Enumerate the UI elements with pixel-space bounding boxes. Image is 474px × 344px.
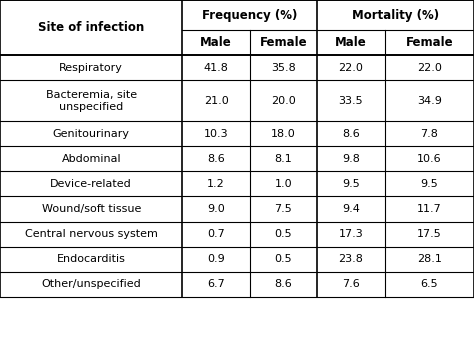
Text: 17.3: 17.3 <box>338 229 363 239</box>
Text: Bacteremia, site
unspecified: Bacteremia, site unspecified <box>46 90 137 111</box>
Text: 17.5: 17.5 <box>417 229 442 239</box>
Text: 33.5: 33.5 <box>338 96 363 106</box>
Text: 0.9: 0.9 <box>207 254 225 264</box>
Text: 8.6: 8.6 <box>207 154 225 164</box>
Text: 18.0: 18.0 <box>271 129 296 139</box>
Text: Respiratory: Respiratory <box>59 63 123 73</box>
Text: 0.5: 0.5 <box>274 254 292 264</box>
Text: Male: Male <box>335 36 366 49</box>
Text: 7.5: 7.5 <box>274 204 292 214</box>
Text: 9.5: 9.5 <box>420 179 438 189</box>
Text: Other/unspecified: Other/unspecified <box>41 279 141 289</box>
Text: Female: Female <box>259 36 307 49</box>
Text: 9.5: 9.5 <box>342 179 360 189</box>
Text: Wound/soft tissue: Wound/soft tissue <box>42 204 141 214</box>
Text: 22.0: 22.0 <box>338 63 363 73</box>
Text: 9.0: 9.0 <box>207 204 225 214</box>
Text: Mortality (%): Mortality (%) <box>352 9 439 22</box>
Text: 7.6: 7.6 <box>342 279 360 289</box>
Text: 8.1: 8.1 <box>274 154 292 164</box>
Text: 6.5: 6.5 <box>420 279 438 289</box>
Text: 0.7: 0.7 <box>207 229 225 239</box>
Text: 7.8: 7.8 <box>420 129 438 139</box>
Text: Central nervous system: Central nervous system <box>25 229 158 239</box>
Text: 21.0: 21.0 <box>204 96 228 106</box>
Text: 1.0: 1.0 <box>274 179 292 189</box>
Text: 10.3: 10.3 <box>204 129 228 139</box>
Text: Site of infection: Site of infection <box>38 21 145 34</box>
Text: 34.9: 34.9 <box>417 96 442 106</box>
Text: 22.0: 22.0 <box>417 63 442 73</box>
Text: Female: Female <box>406 36 453 49</box>
Text: Male: Male <box>201 36 232 49</box>
Text: Frequency (%): Frequency (%) <box>202 9 297 22</box>
Text: 10.6: 10.6 <box>417 154 442 164</box>
Text: Abdominal: Abdominal <box>62 154 121 164</box>
Text: 6.7: 6.7 <box>207 279 225 289</box>
Text: 9.8: 9.8 <box>342 154 360 164</box>
Text: 0.5: 0.5 <box>274 229 292 239</box>
Text: 8.6: 8.6 <box>274 279 292 289</box>
Text: 41.8: 41.8 <box>204 63 228 73</box>
Text: 35.8: 35.8 <box>271 63 296 73</box>
Text: 23.8: 23.8 <box>338 254 363 264</box>
Text: 20.0: 20.0 <box>271 96 296 106</box>
Text: 8.6: 8.6 <box>342 129 360 139</box>
Text: 9.4: 9.4 <box>342 204 360 214</box>
Text: Device-related: Device-related <box>50 179 132 189</box>
Text: 1.2: 1.2 <box>207 179 225 189</box>
Text: 11.7: 11.7 <box>417 204 442 214</box>
Text: 28.1: 28.1 <box>417 254 442 264</box>
Text: Genitourinary: Genitourinary <box>53 129 130 139</box>
Text: Endocarditis: Endocarditis <box>57 254 126 264</box>
